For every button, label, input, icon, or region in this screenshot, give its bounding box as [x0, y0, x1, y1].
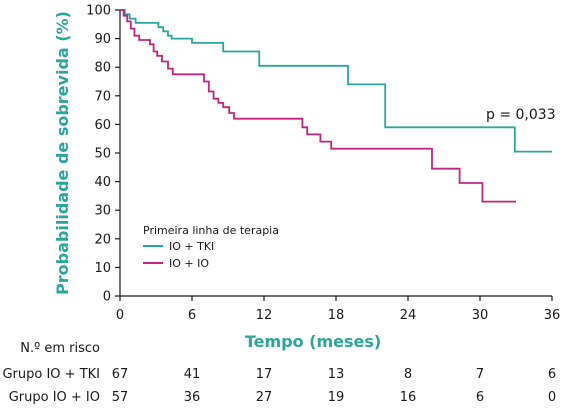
y-tick-label: 20: [94, 232, 111, 247]
y-tick-label: 10: [94, 261, 111, 276]
risk-value: 27: [256, 390, 273, 405]
p-value-annotation: p = 0,033: [486, 107, 556, 123]
y-tick-label: 50: [94, 147, 111, 162]
risk-value: 0: [548, 390, 556, 405]
risk-value: 41: [184, 367, 201, 382]
x-tick-label: 0: [116, 308, 124, 323]
y-tick-label: 30: [94, 204, 111, 219]
x-tick-label: 6: [188, 308, 196, 323]
risk-row-label-io-io: Grupo IO + IO: [9, 390, 100, 405]
x-tick-label: 36: [544, 308, 561, 323]
risk-row-label-io-tki: Grupo IO + TKI: [2, 367, 100, 382]
series-line-io-io: [120, 9, 516, 203]
legend-title: Primeira linha de terapia: [143, 224, 279, 237]
ticks: 0 10 20 30 40 50 60 70 80 90 100 0 6 12 18 24 30 36: [86, 4, 560, 324]
risk-values: 67 41 17 13 8 7 6 57 36 27 19 16 6 0: [112, 367, 556, 405]
risk-value: 13: [328, 367, 345, 382]
x-tick-label: 12: [256, 308, 273, 323]
x-tick-label: 30: [472, 308, 489, 323]
risk-value: 36: [184, 390, 201, 405]
risk-value: 17: [256, 367, 273, 382]
risk-value: 8: [404, 367, 412, 382]
y-tick-label: 70: [94, 89, 111, 104]
axes: [119, 10, 552, 297]
risk-table: N.º em risco Grupo IO + TKI Grupo IO + I…: [2, 341, 556, 405]
legend-label-io-io: IO + IO: [169, 257, 209, 270]
y-tick-label: 80: [94, 61, 111, 76]
y-tick-label: 40: [94, 175, 111, 190]
series: [120, 9, 552, 203]
risk-value: 57: [112, 390, 129, 405]
y-tick-label: 0: [103, 290, 111, 305]
risk-value: 67: [112, 367, 129, 382]
risk-value: 16: [400, 390, 417, 405]
legend-label-io-tki: IO + TKI: [169, 240, 214, 253]
risk-value: 19: [328, 390, 345, 405]
risk-value: 7: [476, 367, 484, 382]
legend: Primeira linha de terapia IO + TKI IO + …: [143, 224, 279, 270]
risk-value: 6: [476, 390, 484, 405]
risk-value: 6: [548, 367, 556, 382]
y-tick-label: 100: [86, 4, 111, 19]
x-axis-title: Tempo (meses): [245, 332, 381, 351]
y-axis-title: Probabilidade de sobrevida (%): [53, 11, 72, 295]
risk-table-header: N.º em risco: [20, 341, 100, 356]
x-tick-label: 18: [328, 308, 345, 323]
x-tick-label: 24: [400, 308, 417, 323]
y-tick-label: 90: [94, 32, 111, 47]
y-tick-label: 60: [94, 118, 111, 133]
series-line-io-tki: [120, 9, 552, 153]
